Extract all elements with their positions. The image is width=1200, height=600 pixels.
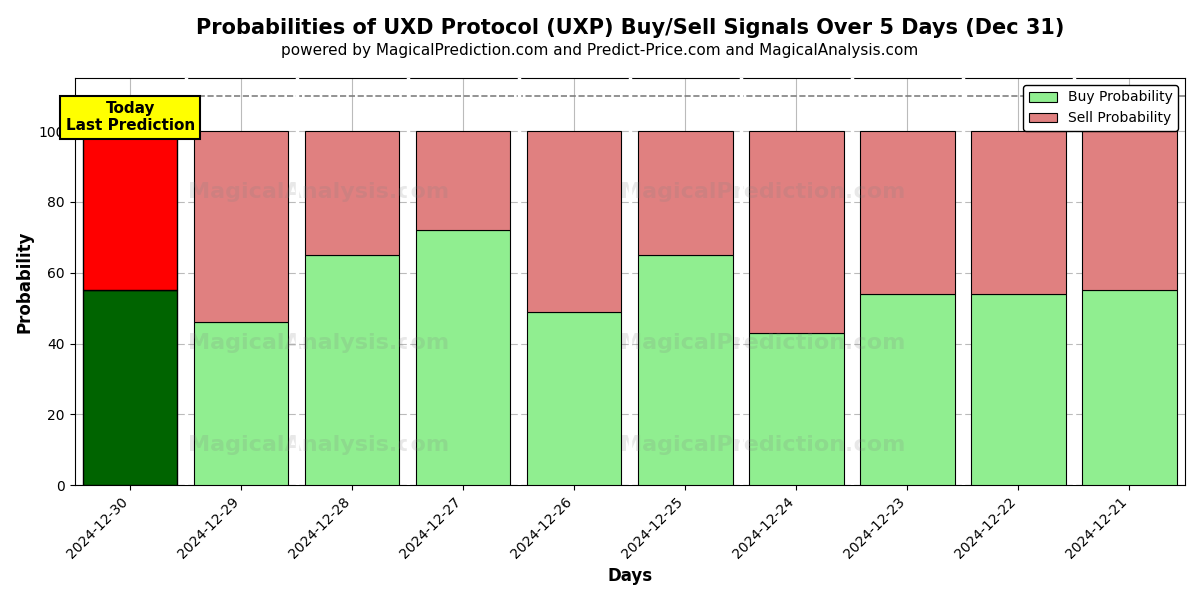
Text: MagicalAnalysis.com: MagicalAnalysis.com [188,182,450,202]
Text: Today
Last Prediction: Today Last Prediction [66,101,194,133]
Bar [83,290,178,485]
Bar [416,230,510,485]
Text: MagicalPrediction.com: MagicalPrediction.com [620,182,906,202]
Bar [416,131,510,230]
Bar [305,131,400,255]
Bar [194,131,288,322]
Bar [1082,290,1177,485]
Bar [971,131,1066,294]
X-axis label: Days: Days [607,567,653,585]
Bar [971,294,1066,485]
Bar [860,294,955,485]
Bar [527,312,622,485]
Bar [749,333,844,485]
Y-axis label: Probability: Probability [16,230,34,333]
Bar [638,255,732,485]
Bar [527,131,622,312]
Legend: Buy Probability, Sell Probability: Buy Probability, Sell Probability [1024,85,1178,131]
Bar [305,255,400,485]
Bar [860,131,955,294]
Text: MagicalAnalysis.com: MagicalAnalysis.com [188,434,450,455]
Bar [194,322,288,485]
Bar [1082,131,1177,290]
Bar [749,131,844,333]
Title: Probabilities of UXD Protocol (UXP) Buy/Sell Signals Over 5 Days (Dec 31): Probabilities of UXD Protocol (UXP) Buy/… [196,17,1064,38]
Bar [83,131,178,290]
Text: MagicalPrediction.com: MagicalPrediction.com [620,434,906,455]
Text: powered by MagicalPrediction.com and Predict-Price.com and MagicalAnalysis.com: powered by MagicalPrediction.com and Pre… [281,43,919,58]
Bar [638,131,732,255]
Text: MagicalPrediction.com: MagicalPrediction.com [620,333,906,353]
Text: MagicalAnalysis.com: MagicalAnalysis.com [188,333,450,353]
